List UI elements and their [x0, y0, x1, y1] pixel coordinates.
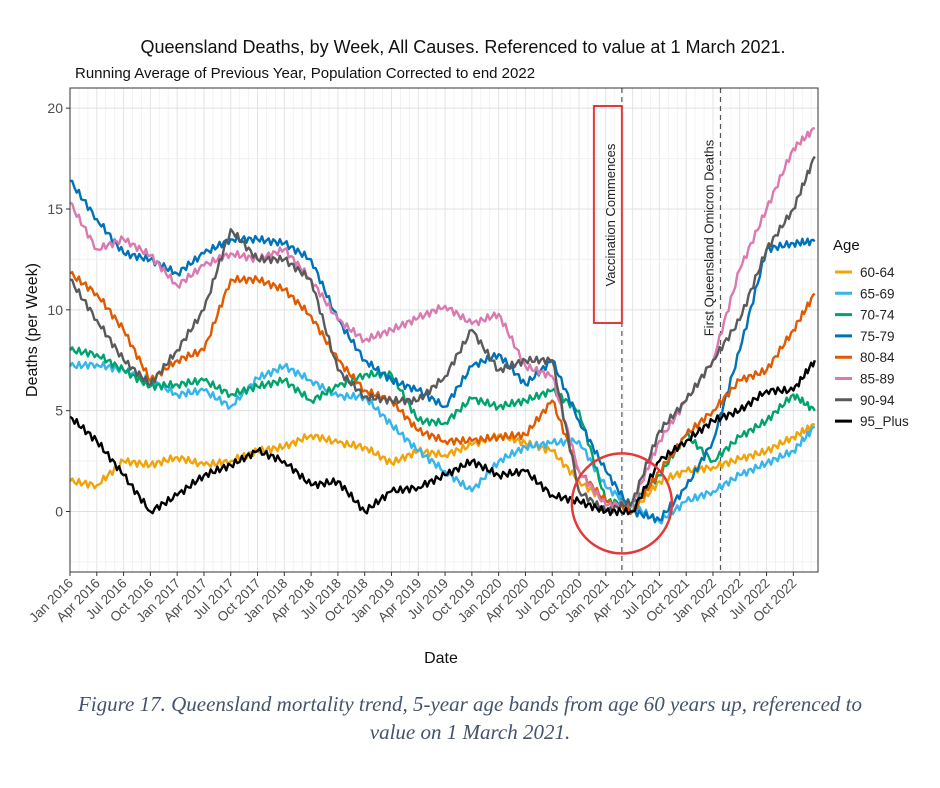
series-line-90-94	[69, 155, 816, 514]
legend-label: 85-89	[860, 372, 895, 387]
y-tick-label: 20	[47, 100, 63, 116]
series-line-70-74	[69, 346, 816, 508]
y-tick-label: 15	[47, 201, 63, 217]
y-tick-label: 10	[47, 302, 63, 318]
y-tick-label: 5	[55, 403, 63, 419]
series-line-60-64	[69, 422, 816, 516]
legend-label: 65-69	[860, 286, 895, 301]
omicron-label: First Queensland Omicron Deaths	[701, 139, 716, 336]
legend-label: 60-64	[860, 265, 895, 280]
legend-title: Age	[833, 237, 860, 254]
caption-line-2: value on 1 March 2021.	[369, 720, 571, 744]
series-line-75-79	[69, 179, 816, 523]
y-axis-label: Deaths (per Week)	[24, 263, 41, 397]
figure-caption: Figure 17. Queensland mortality trend, 5…	[0, 690, 940, 746]
annotations: Vaccination Commences First Queensland Om…	[592, 88, 722, 572]
legend-label: 70-74	[860, 308, 895, 323]
y-axis: 0 5 10 15 20	[47, 100, 70, 520]
legend: Age 60-64 65-69 70-74 75-79 80-84 85-89 90-94 9…	[833, 237, 909, 429]
legend-label: 80-84	[860, 350, 895, 365]
highlight-box	[592, 105, 623, 324]
chart-title: Queensland Deaths, by Week, All Causes. …	[140, 37, 785, 57]
legend-label: 75-79	[860, 329, 895, 344]
series-line-80-84	[69, 270, 816, 516]
plot-border	[69, 87, 819, 573]
legend-label: 90-94	[860, 393, 895, 408]
series-line-65-69	[69, 360, 816, 525]
legend-label: 95_Plus	[860, 414, 909, 429]
chart-subtitle: Running Average of Previous Year, Popula…	[75, 65, 535, 82]
series-line-95_plus	[69, 359, 816, 517]
y-tick-label: 0	[55, 504, 63, 520]
vaccination-label: Vaccination Commences	[603, 143, 618, 286]
x-axis-label: Date	[424, 650, 458, 667]
caption-line-1: Figure 17. Queensland mortality trend, 5…	[77, 692, 863, 716]
highlight-circle	[570, 452, 674, 555]
series-lines	[69, 127, 816, 525]
